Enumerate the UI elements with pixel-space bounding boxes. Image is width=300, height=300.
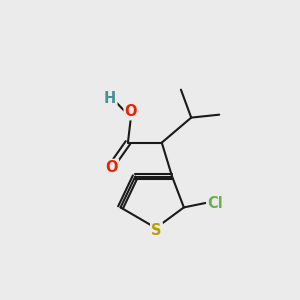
Text: S: S [151,223,162,238]
Text: O: O [124,104,137,119]
Text: O: O [106,160,118,175]
Text: H: H [104,91,116,106]
Text: Cl: Cl [208,196,223,211]
